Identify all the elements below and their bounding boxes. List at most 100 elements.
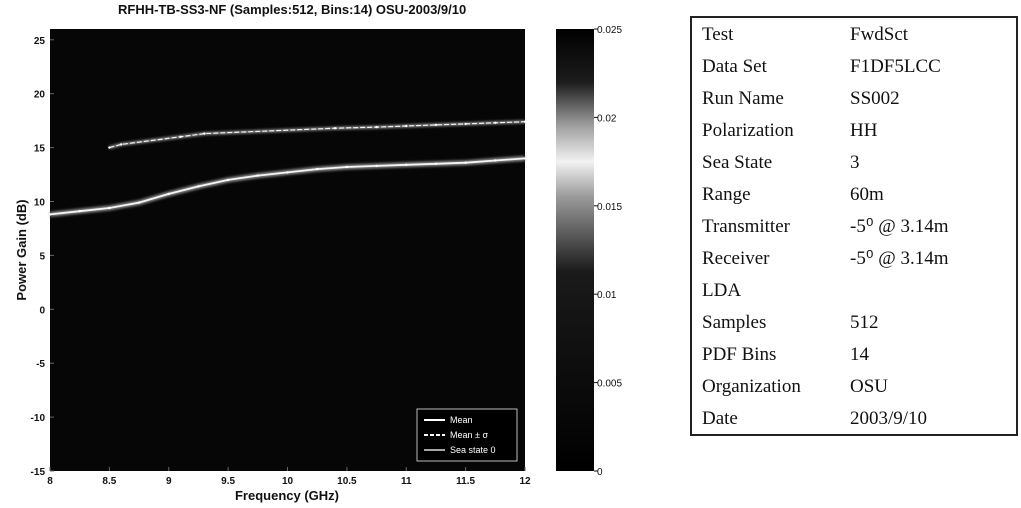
y-tick-label: -10 [31, 413, 46, 424]
data-point [48, 213, 52, 216]
run-info-table: Test FwdSct Data Set F1DF5LCC Run Name SS002 P… [690, 16, 1018, 436]
data-point [464, 122, 467, 126]
info-key: Sea State [702, 151, 773, 173]
data-point [523, 120, 527, 123]
info-key: Date [702, 407, 738, 429]
colorbar-tick-label: 0 [597, 467, 603, 478]
data-point [256, 174, 259, 177]
y-tick-label: -5 [36, 359, 45, 370]
x-tick-label: 9.5 [221, 476, 235, 487]
data-point [434, 162, 438, 165]
info-key: Run Name [702, 87, 784, 109]
x-axis-label: Frequency (GHz) [235, 488, 339, 503]
data-point [434, 123, 438, 127]
x-tick-label: 9 [166, 476, 172, 487]
info-key: Polarization [702, 119, 794, 141]
info-key: Transmitter [702, 215, 790, 237]
colorbar-tick-label: 0.01 [597, 290, 617, 301]
y-tick-label: 0 [39, 305, 45, 316]
data-point [226, 178, 230, 182]
info-row: Transmitter -5⁰ @ 3.14m [691, 210, 1017, 242]
info-value: FwdSct [850, 23, 909, 45]
data-point [197, 185, 200, 188]
y-tick-label: 10 [34, 197, 46, 208]
data-point [375, 125, 378, 129]
data-point [203, 132, 206, 135]
info-row: Range 60m [691, 178, 1017, 210]
info-row: LDA [691, 274, 1017, 306]
y-tick-label: 20 [34, 90, 46, 101]
info-value [840, 274, 1017, 306]
data-point [464, 161, 467, 164]
info-key: Samples [702, 311, 767, 333]
x-tick-label: 11 [401, 476, 412, 487]
info-value: -5⁰ @ 3.14m [850, 248, 949, 269]
plot-area [50, 29, 525, 471]
info-key: LDA [702, 279, 742, 301]
x-tick-label: 10.5 [337, 476, 357, 487]
data-point [108, 206, 111, 210]
info-value: SS002 [850, 87, 900, 109]
legend-seastate-label: Sea state 0 [450, 445, 496, 455]
info-value: -5⁰ @ 3.14m [850, 216, 949, 237]
colorbar-tick-label: 0.005 [597, 379, 622, 390]
data-point [333, 127, 337, 130]
data-point [523, 157, 527, 160]
info-row: Run Name SS002 [691, 82, 1017, 114]
info-value: HH [850, 119, 878, 141]
y-tick-label: 15 [34, 144, 46, 155]
data-point [494, 121, 497, 125]
info-value: 512 [850, 311, 879, 333]
info-key: PDF Bins [702, 343, 777, 365]
y-tick-label: 25 [34, 36, 46, 47]
info-row: Date 2003/9/10 [691, 402, 1017, 435]
info-key: Receiver [702, 247, 770, 269]
data-point [179, 135, 182, 138]
info-row: Sea State 3 [691, 146, 1017, 178]
info-row: Test FwdSct [691, 17, 1017, 50]
data-point [316, 167, 319, 171]
data-point [375, 164, 378, 168]
data-point [405, 124, 408, 128]
info-value: 60m [850, 183, 884, 205]
x-tick-label: 8.5 [102, 476, 116, 487]
legend-mean-label: Mean [450, 415, 473, 425]
colorbar-tick-label: 0.025 [597, 25, 622, 36]
y-tick-label: -15 [31, 467, 46, 478]
y-tick-label: 5 [39, 251, 45, 262]
data-point [494, 159, 497, 162]
info-value: 2003/9/10 [850, 407, 928, 429]
chart-title: RFHH-TB-SS3-NF (Samples:512, Bins:14) OS… [118, 2, 467, 17]
info-row: Organization OSU [691, 370, 1017, 402]
data-point [167, 192, 170, 196]
info-key: Data Set [702, 55, 767, 77]
info-row: PDF Bins 14 [691, 338, 1017, 370]
info-value: 3 [850, 151, 860, 173]
info-value: 14 [850, 343, 869, 365]
data-point [345, 165, 349, 169]
colorbar [556, 29, 594, 471]
legend-sigma-label: Mean ± σ [450, 430, 488, 440]
info-row: Samples 512 [691, 306, 1017, 338]
data-point [405, 163, 408, 166]
y-axis-label: Power Gain (dB) [14, 199, 29, 300]
info-row: Data Set F1DF5LCC [691, 50, 1017, 82]
data-point [137, 201, 141, 204]
colorbar-tick-label: 0.02 [597, 113, 617, 124]
x-tick-label: 12 [519, 476, 531, 487]
info-value: OSU [850, 375, 889, 397]
info-row: Receiver -5⁰ @ 3.14m [691, 242, 1017, 274]
info-key: Range [702, 183, 751, 205]
colorbar-tick-label: 0.015 [597, 202, 622, 213]
data-point [120, 143, 123, 146]
info-key: Test [702, 23, 734, 45]
x-tick-label: 10 [282, 476, 294, 487]
info-key: Organization [702, 375, 801, 397]
data-point [286, 171, 289, 174]
x-tick-label: 11.5 [456, 476, 475, 487]
data-point [78, 210, 81, 213]
data-point [108, 146, 111, 149]
legend: Mean Mean ± σ Sea state 0 [416, 408, 518, 462]
info-value: F1DF5LCC [850, 55, 941, 77]
